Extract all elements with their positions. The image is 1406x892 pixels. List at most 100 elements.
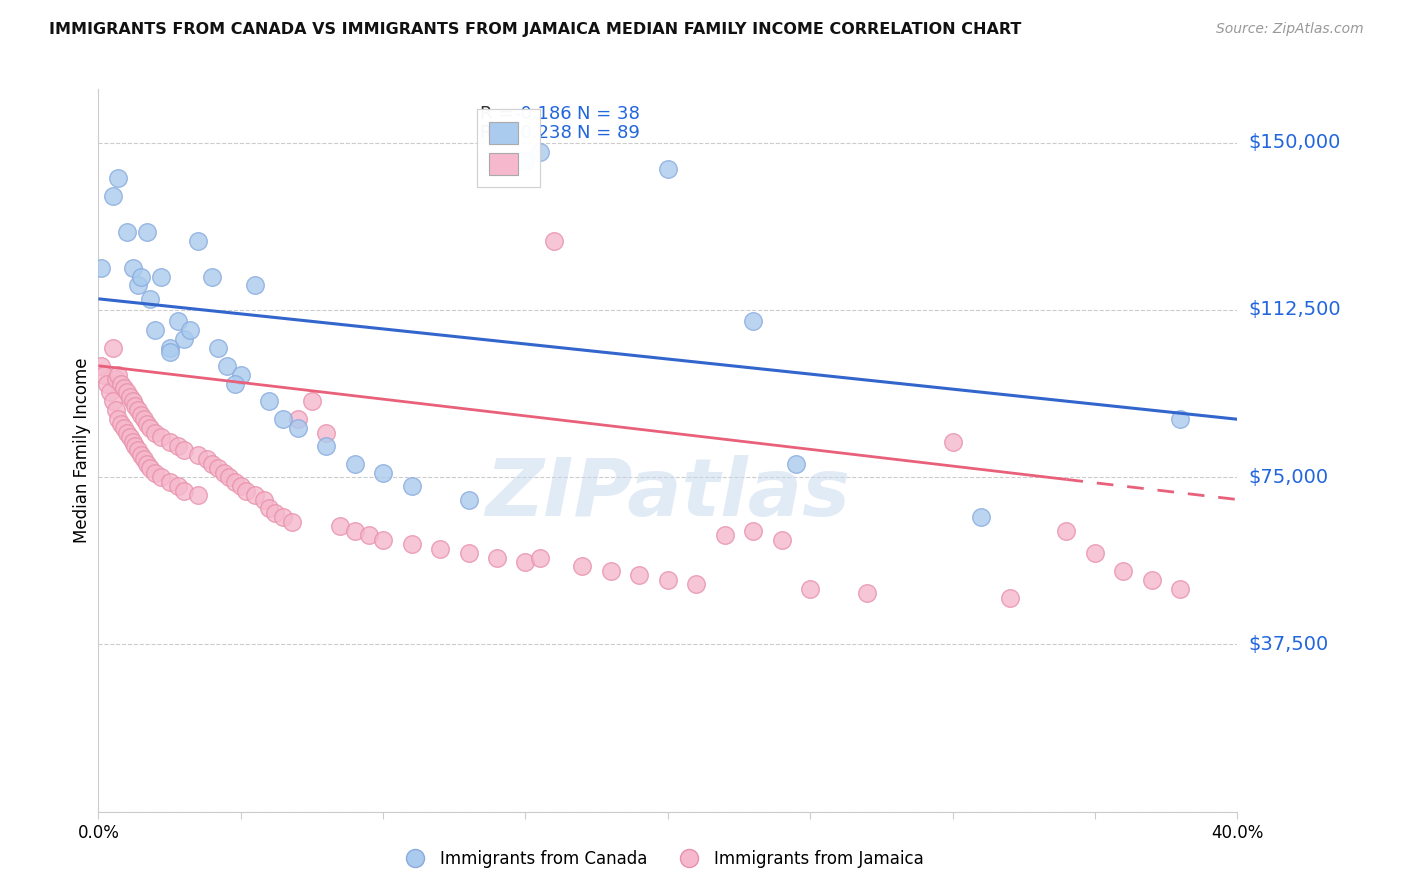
Point bbox=[101, 394, 124, 409]
Point bbox=[1056, 524, 1078, 538]
Point bbox=[104, 372, 127, 386]
Point bbox=[714, 528, 737, 542]
Point bbox=[685, 577, 707, 591]
Point bbox=[101, 341, 124, 355]
Point bbox=[159, 345, 181, 359]
Point bbox=[121, 394, 143, 409]
Text: R =: R = bbox=[479, 105, 519, 123]
Point bbox=[343, 524, 366, 538]
Point bbox=[799, 582, 821, 596]
Text: Source: ZipAtlas.com: Source: ZipAtlas.com bbox=[1216, 22, 1364, 37]
Point bbox=[150, 430, 173, 444]
Point bbox=[127, 278, 149, 293]
Point bbox=[159, 475, 181, 489]
Point bbox=[252, 492, 274, 507]
Point bbox=[600, 564, 623, 578]
Point bbox=[942, 434, 965, 449]
Point bbox=[343, 457, 366, 471]
Point bbox=[138, 421, 160, 435]
Point bbox=[115, 225, 138, 239]
Point bbox=[657, 573, 679, 587]
Point bbox=[124, 399, 146, 413]
Point bbox=[167, 439, 190, 453]
Text: $112,500: $112,500 bbox=[1249, 301, 1341, 319]
Point bbox=[315, 439, 337, 453]
Point bbox=[1170, 582, 1192, 596]
Text: R =: R = bbox=[479, 124, 519, 142]
Legend: , : , bbox=[477, 109, 540, 187]
Point bbox=[145, 466, 167, 480]
Point bbox=[218, 470, 240, 484]
Point bbox=[132, 412, 155, 426]
Point bbox=[112, 421, 135, 435]
Point bbox=[112, 381, 135, 395]
Point bbox=[287, 421, 309, 435]
Point bbox=[96, 376, 118, 391]
Point bbox=[628, 568, 651, 582]
Point bbox=[229, 479, 252, 493]
Point bbox=[145, 323, 167, 337]
Point bbox=[129, 408, 152, 422]
Text: N = 89: N = 89 bbox=[576, 124, 640, 142]
Point bbox=[273, 510, 295, 524]
Point bbox=[486, 550, 509, 565]
Text: IMMIGRANTS FROM CANADA VS IMMIGRANTS FROM JAMAICA MEDIAN FAMILY INCOME CORRELATI: IMMIGRANTS FROM CANADA VS IMMIGRANTS FRO… bbox=[49, 22, 1022, 37]
Point bbox=[167, 314, 190, 328]
Text: N = 38: N = 38 bbox=[576, 105, 640, 123]
Point bbox=[104, 403, 127, 417]
Point bbox=[742, 524, 765, 538]
Point bbox=[401, 537, 423, 551]
Point bbox=[90, 359, 112, 373]
Point bbox=[98, 385, 121, 400]
Point bbox=[212, 466, 235, 480]
Point bbox=[150, 470, 173, 484]
Point bbox=[259, 501, 281, 516]
Point bbox=[373, 466, 395, 480]
Point bbox=[187, 488, 209, 502]
Point bbox=[224, 475, 246, 489]
Point bbox=[129, 448, 152, 462]
Point bbox=[770, 533, 793, 547]
Point bbox=[287, 412, 309, 426]
Point bbox=[229, 368, 252, 382]
Point bbox=[159, 341, 181, 355]
Point bbox=[543, 234, 565, 248]
Point bbox=[135, 225, 157, 239]
Point bbox=[457, 546, 479, 560]
Y-axis label: Median Family Income: Median Family Income bbox=[73, 358, 91, 543]
Point bbox=[101, 189, 124, 203]
Point bbox=[357, 528, 380, 542]
Point bbox=[785, 457, 807, 471]
Point bbox=[127, 443, 149, 458]
Point bbox=[264, 506, 287, 520]
Point bbox=[571, 559, 593, 574]
Text: $37,500: $37,500 bbox=[1249, 635, 1329, 654]
Point bbox=[121, 260, 143, 275]
Point bbox=[970, 510, 993, 524]
Point bbox=[132, 452, 155, 467]
Point bbox=[138, 461, 160, 475]
Point bbox=[515, 153, 537, 168]
Point bbox=[107, 368, 129, 382]
Point bbox=[127, 403, 149, 417]
Point bbox=[187, 234, 209, 248]
Point bbox=[118, 390, 141, 404]
Point bbox=[281, 515, 304, 529]
Point bbox=[742, 314, 765, 328]
Point bbox=[124, 439, 146, 453]
Point bbox=[243, 488, 266, 502]
Point bbox=[150, 269, 173, 284]
Point bbox=[138, 292, 160, 306]
Point bbox=[373, 533, 395, 547]
Point bbox=[173, 483, 195, 498]
Point bbox=[243, 278, 266, 293]
Point bbox=[115, 425, 138, 440]
Point bbox=[515, 555, 537, 569]
Point bbox=[145, 425, 167, 440]
Point bbox=[159, 434, 181, 449]
Point bbox=[657, 162, 679, 177]
Point bbox=[179, 323, 201, 337]
Text: $150,000: $150,000 bbox=[1249, 133, 1341, 153]
Text: $75,000: $75,000 bbox=[1249, 467, 1329, 487]
Point bbox=[457, 492, 479, 507]
